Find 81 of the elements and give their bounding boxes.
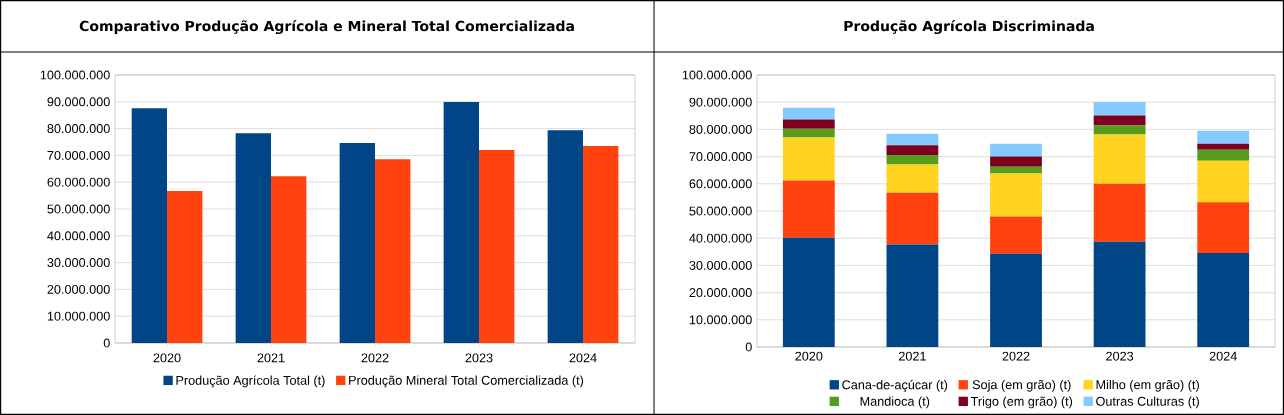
bar: [1093, 241, 1146, 347]
bar: [443, 102, 480, 343]
y-tick-label: 30.000.000: [47, 258, 110, 268]
y-tick-label: 100.000.000: [40, 70, 110, 80]
x-tick-label: 2022: [1002, 351, 1030, 361]
bar: [479, 150, 515, 343]
x-tick-label: 2023: [1106, 351, 1134, 361]
bar: [1197, 149, 1250, 161]
x-tick-label: 2021: [257, 353, 285, 363]
y-tick-label: 50.000.000: [47, 204, 110, 214]
bar: [583, 146, 619, 343]
bar: [547, 130, 584, 343]
y-tick-label: 30.000.000: [689, 260, 752, 270]
bar: [886, 192, 939, 245]
y-tick-label: 100.000.000: [682, 70, 752, 80]
bar: [886, 145, 939, 155]
y-tick-label: 10.000.000: [47, 311, 110, 321]
bar: [886, 133, 939, 146]
bar: [990, 253, 1042, 347]
y-tick-label: 0: [103, 338, 110, 348]
y-tick-label: 90.000.000: [47, 97, 110, 107]
x-tick-label: 2024: [569, 353, 597, 363]
y-tick-label: 70.000.000: [689, 152, 752, 162]
bar: [782, 107, 835, 120]
y-tick-label: 50.000.000: [689, 206, 752, 216]
legend-label: Produção Agrícola Total (t): [176, 375, 325, 388]
bar: [1093, 101, 1146, 116]
bar: [1093, 125, 1146, 135]
bar: [782, 180, 835, 238]
bar: [990, 216, 1042, 254]
bar: [782, 237, 835, 347]
chart-title: Produção Agrícola Discriminada: [844, 19, 1094, 35]
x-tick-label: 2020: [795, 351, 823, 361]
bar: [167, 191, 203, 343]
bar: [886, 164, 939, 193]
y-tick-label: 40.000.000: [47, 231, 110, 241]
legend-label: Cana-de-açúcar (t): [842, 379, 948, 392]
legend-label: Outras Culturas (t): [1096, 396, 1199, 409]
bar: [990, 156, 1042, 167]
bar: [990, 143, 1042, 157]
chart-title: Comparativo Produção Agrícola e Mineral Total Comercializada: [79, 19, 574, 35]
y-tick-label: 80.000.000: [47, 124, 110, 134]
bar: [1197, 143, 1250, 150]
x-tick-label: 2020: [153, 353, 181, 363]
y-tick-label: 70.000.000: [47, 150, 110, 160]
bar: [886, 244, 939, 347]
bar: [782, 128, 835, 138]
bar: [1197, 202, 1250, 253]
y-tick-label: 20.000.000: [689, 288, 752, 298]
y-tick-label: 0: [745, 342, 752, 352]
bar: [1197, 130, 1250, 144]
y-tick-label: 60.000.000: [689, 179, 752, 189]
bar: [782, 119, 835, 129]
legend-label: Soja (em grão) (t): [972, 379, 1071, 392]
y-tick-label: 80.000.000: [689, 124, 752, 134]
bar: [990, 173, 1042, 217]
legend-label: Produção Mineral Total Comercializada (t): [349, 375, 584, 388]
legend-label: Trigo (em grão) (t): [970, 396, 1073, 409]
y-tick-label: 40.000.000: [689, 233, 752, 243]
bar: [1093, 183, 1146, 242]
y-tick-label: 60.000.000: [47, 177, 110, 187]
bar: [131, 108, 167, 343]
bar: [1093, 115, 1146, 126]
x-tick-label: 2023: [465, 353, 493, 363]
bar: [886, 154, 939, 165]
bar: [271, 176, 307, 343]
y-tick-label: 10.000.000: [689, 315, 752, 325]
legend-label: Mandioca (t): [860, 396, 930, 409]
bar: [1197, 160, 1250, 203]
bar: [339, 143, 376, 343]
x-tick-label: 2021: [898, 351, 926, 361]
legend-label: Milho (em grão) (t): [1096, 379, 1199, 392]
bar: [1093, 134, 1146, 184]
bar: [782, 137, 835, 181]
x-tick-label: 2022: [361, 353, 389, 363]
bar: [1197, 252, 1250, 347]
bar: [235, 133, 272, 343]
bar: [375, 159, 411, 343]
y-tick-label: 90.000.000: [689, 97, 752, 107]
y-tick-label: 20.000.000: [47, 284, 110, 294]
x-tick-label: 2024: [1209, 351, 1237, 361]
